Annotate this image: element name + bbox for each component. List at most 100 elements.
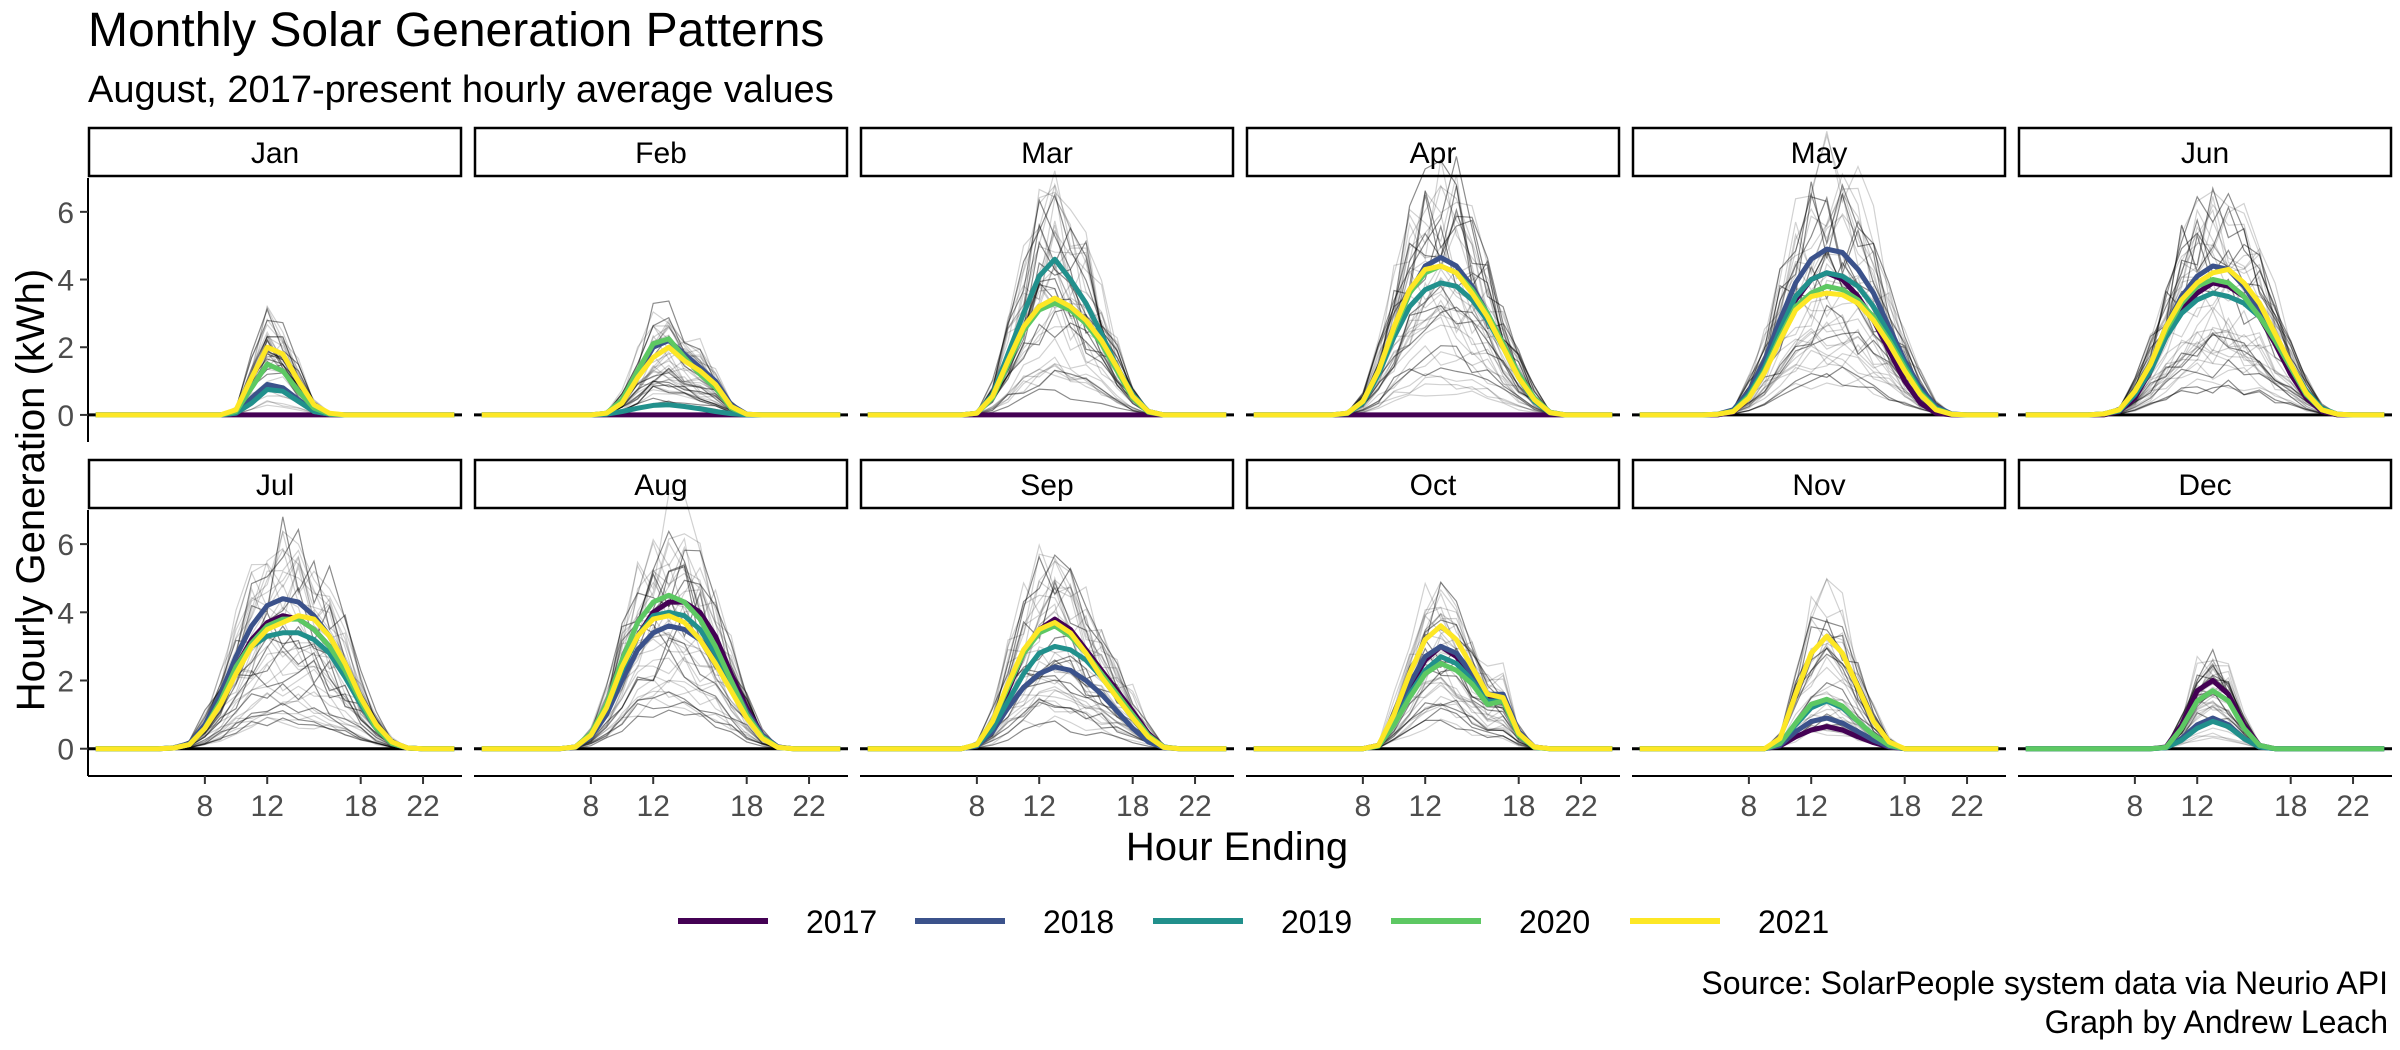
y-tick-label: 0: [57, 400, 74, 433]
daily-line: [481, 378, 841, 416]
daily-line: [867, 675, 1227, 750]
daily-line: [1639, 298, 1999, 416]
daily-line: [1253, 194, 1613, 416]
daily-line: [867, 558, 1227, 750]
daily-line: [95, 347, 455, 416]
daily-line: [481, 602, 841, 750]
facet-strip: [473, 126, 849, 178]
daily-line: [481, 679, 841, 750]
daily-line: [481, 656, 841, 750]
daily-line: [1639, 212, 1999, 416]
daily-line: [95, 682, 455, 750]
daily-line: [1253, 681, 1613, 750]
daily-line: [1253, 676, 1613, 750]
daily-line: [1253, 306, 1613, 416]
daily-line: [867, 690, 1227, 750]
series-line-2021: [481, 613, 841, 752]
daily-line: [95, 700, 455, 750]
daily-lines: [867, 543, 1227, 750]
daily-line: [95, 586, 455, 750]
series-line-2021: [95, 613, 455, 752]
series-line-2018: [867, 664, 1227, 752]
daily-line: [481, 657, 841, 750]
daily-line: [481, 655, 841, 750]
daily-line: [1253, 307, 1613, 416]
daily-line: [1253, 351, 1613, 416]
daily-line: [1639, 297, 1999, 416]
daily-line: [2025, 203, 2385, 416]
daily-line: [481, 601, 841, 750]
facet-strip: [859, 458, 1235, 510]
daily-line: [867, 720, 1227, 750]
daily-line: [2025, 362, 2385, 416]
daily-lines: [2025, 648, 2385, 750]
daily-line: [1639, 196, 1999, 416]
daily-line: [867, 579, 1227, 750]
daily-line: [1253, 606, 1613, 750]
facet-mar: Mar: [859, 126, 1235, 418]
daily-line: [2025, 219, 2385, 416]
caption-author: Graph by Andrew Leach: [2045, 1004, 2388, 1040]
x-tick-label: 12: [1409, 790, 1442, 823]
legend-label: 2017: [806, 904, 877, 940]
daily-line: [1253, 607, 1613, 750]
daily-line: [867, 337, 1227, 416]
series-line-2021: [1639, 633, 1999, 752]
daily-lines: [481, 492, 841, 750]
facet-dec: Dec 8 12 18 22: [2017, 458, 2393, 823]
daily-lines: [867, 170, 1227, 416]
x-tick-label: 8: [2127, 790, 2144, 823]
daily-lines: [2025, 186, 2385, 416]
daily-line: [95, 625, 455, 750]
series-line-2019: [481, 609, 841, 752]
daily-lines: [481, 300, 841, 416]
x-tick-label: 22: [792, 790, 825, 823]
daily-line: [2025, 202, 2385, 416]
daily-line: [1253, 383, 1613, 416]
legend: 2017 2018 2019 2020 2021: [678, 904, 1829, 940]
daily-line: [95, 636, 455, 750]
daily-line: [1253, 702, 1613, 750]
x-tick-label: 12: [1795, 790, 1828, 823]
facet-strip-label: Sep: [1020, 469, 1073, 502]
daily-line: [867, 299, 1227, 416]
daily-line: [95, 561, 455, 750]
series-line-2021: [1253, 623, 1613, 752]
y-tick-label: 6: [57, 197, 74, 230]
chart-subtitle: August, 2017-present hourly average valu…: [88, 69, 834, 111]
facet-strip: [473, 458, 849, 510]
daily-line: [1639, 633, 1999, 750]
facet-strip: [2017, 126, 2393, 178]
daily-line: [481, 564, 841, 750]
x-tick-label: 12: [2181, 790, 2214, 823]
daily-line: [1639, 214, 1999, 416]
legend-item-2020: 2020: [1391, 904, 1590, 940]
chart-title: Monthly Solar Generation Patterns: [88, 4, 824, 57]
series-line-2017: [1639, 724, 1999, 752]
facet-strip-label: Nov: [1792, 469, 1845, 502]
daily-line: [1253, 619, 1613, 750]
daily-line: [481, 696, 841, 750]
daily-lines: [1639, 577, 1999, 750]
daily-line: [1253, 695, 1613, 750]
series-line-2020: [867, 623, 1227, 752]
daily-line: [1253, 703, 1613, 750]
daily-line: [481, 563, 841, 750]
facet-strip: [1631, 458, 2007, 510]
facet-strip-label: Jul: [256, 469, 294, 502]
daily-line: [867, 307, 1227, 416]
daily-line: [1639, 304, 1999, 416]
series-line-2020: [2025, 688, 2385, 752]
daily-line: [1639, 730, 1999, 750]
facet-strip: [859, 126, 1235, 178]
daily-line: [867, 679, 1227, 750]
daily-line: [1253, 718, 1613, 750]
daily-line: [1253, 324, 1613, 416]
x-tick-label: 22: [1564, 790, 1597, 823]
facet-strip-label: Feb: [635, 137, 687, 170]
facet-strip-label: May: [1791, 137, 1848, 170]
series-line-2021: [2025, 266, 2385, 418]
daily-line: [1639, 256, 1999, 416]
x-tick-label: 18: [1116, 790, 1149, 823]
